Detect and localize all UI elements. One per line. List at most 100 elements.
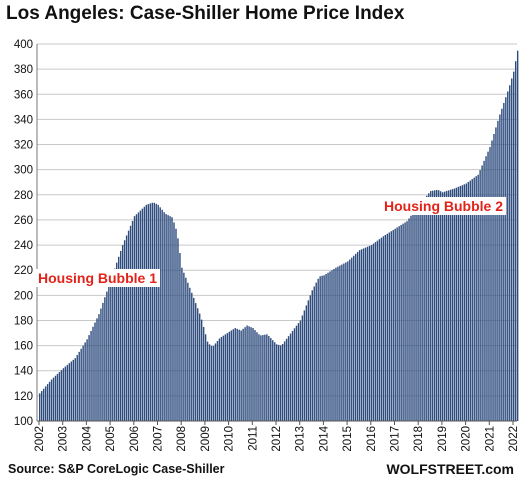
bar <box>503 102 505 422</box>
bar <box>149 203 152 421</box>
y-tick-label: 140 <box>14 366 33 378</box>
y-tick-label: 320 <box>14 140 33 152</box>
bar <box>56 373 59 422</box>
bar <box>396 227 398 421</box>
bar <box>382 236 385 421</box>
bar <box>422 200 424 421</box>
bar <box>74 358 76 421</box>
bar <box>404 222 406 421</box>
bar <box>457 186 460 421</box>
bar <box>467 182 469 421</box>
bar <box>42 388 45 421</box>
x-tick-label: 2021 <box>484 426 496 452</box>
bar <box>360 249 363 421</box>
bar <box>388 232 390 421</box>
bar <box>246 325 248 421</box>
bar <box>106 291 108 421</box>
y-tick-label: 340 <box>14 114 33 126</box>
bar <box>343 263 345 421</box>
bar <box>430 191 432 421</box>
bar <box>244 327 246 421</box>
bar <box>400 224 402 421</box>
bar <box>501 108 503 421</box>
bar <box>420 202 422 421</box>
bar <box>362 248 365 421</box>
bar <box>441 192 444 421</box>
annotation-housing-bubble-1: Housing Bubble 1 <box>35 269 160 287</box>
x-tick-label: 2013 <box>295 426 307 452</box>
bar <box>475 176 477 421</box>
bar <box>60 370 63 421</box>
bar <box>426 195 428 421</box>
bar <box>445 191 448 421</box>
y-tick-label: 100 <box>14 416 33 428</box>
bar <box>370 245 373 421</box>
bar-series <box>39 50 519 422</box>
bar <box>303 310 306 421</box>
bar <box>173 222 175 421</box>
bar <box>289 333 292 421</box>
bar <box>266 334 268 421</box>
bar <box>410 215 412 421</box>
bar <box>163 212 165 421</box>
bar <box>254 330 256 421</box>
bar <box>329 271 331 421</box>
bar <box>341 264 343 421</box>
bar <box>481 165 483 421</box>
bar <box>118 256 120 421</box>
bar <box>84 342 86 421</box>
bar <box>337 266 339 421</box>
y-tick-label: 160 <box>14 341 33 353</box>
bar <box>159 207 161 421</box>
bar <box>94 322 96 421</box>
bar <box>408 218 410 421</box>
bar <box>378 239 381 421</box>
bar <box>291 330 294 421</box>
y-tick-label: 260 <box>14 215 33 227</box>
bar <box>495 127 497 421</box>
bar <box>198 313 201 421</box>
bar <box>313 286 315 421</box>
bar <box>412 213 414 421</box>
bar <box>509 85 511 421</box>
bar <box>222 335 225 421</box>
bar <box>305 305 308 421</box>
bar <box>58 371 61 421</box>
bar <box>210 345 213 421</box>
bar <box>185 277 187 421</box>
bar <box>323 275 325 421</box>
bar <box>380 237 383 421</box>
bar <box>416 207 418 421</box>
y-tick-label: 280 <box>14 190 33 202</box>
bar <box>301 315 304 421</box>
bar <box>493 133 495 421</box>
bar <box>62 368 65 421</box>
bar <box>439 191 442 421</box>
annotation-housing-bubble-2: Housing Bubble 2 <box>381 197 506 215</box>
bar <box>276 344 278 421</box>
bar <box>155 203 157 421</box>
bar <box>92 326 94 421</box>
bar <box>260 335 262 421</box>
bar <box>212 345 215 421</box>
bar <box>50 379 53 421</box>
bar <box>283 341 286 421</box>
bar <box>507 91 509 421</box>
x-tick-label: 2017 <box>390 426 402 452</box>
bar <box>116 262 118 421</box>
bar <box>384 235 387 421</box>
x-tick-label: 2016 <box>366 426 378 452</box>
bar <box>392 229 394 421</box>
x-tick-label: 2005 <box>105 426 117 452</box>
bar <box>264 334 266 421</box>
bar <box>157 204 159 421</box>
source-note: Source: S&P CoreLogic Case-Shiller <box>8 462 225 476</box>
bar <box>434 190 436 421</box>
bar <box>349 259 351 421</box>
bar <box>497 120 499 422</box>
bar <box>355 253 357 421</box>
bar <box>68 363 71 421</box>
bar <box>96 318 98 421</box>
bar <box>248 326 250 421</box>
bar <box>206 341 209 421</box>
